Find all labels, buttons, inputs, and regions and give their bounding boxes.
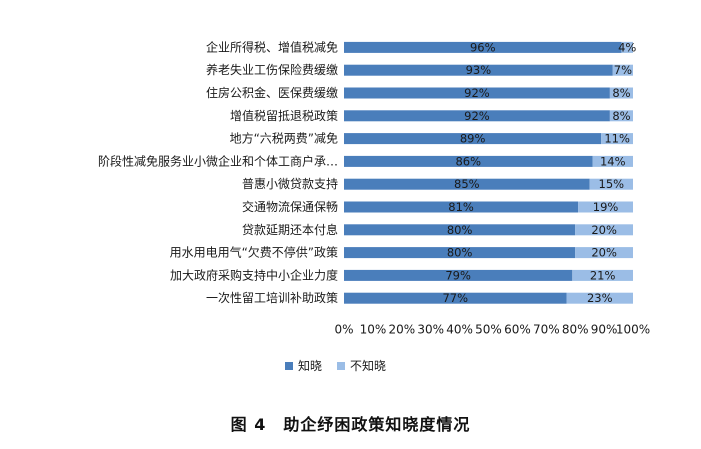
- x-tick-label: 60%: [504, 323, 531, 337]
- bar-unknown: [575, 247, 633, 259]
- x-tick-label: 10%: [360, 323, 387, 337]
- bar-unknown: [609, 87, 633, 99]
- data-label: 86%: [455, 154, 481, 168]
- data-label: 20%: [591, 246, 617, 260]
- legend-swatch: [337, 362, 345, 370]
- data-label: 92%: [464, 109, 490, 123]
- category-label: 增值税留抵退税政策: [230, 108, 338, 123]
- legend-swatch: [285, 362, 293, 370]
- data-label: 7%: [614, 63, 632, 77]
- bar-unknown: [612, 64, 633, 76]
- bar-known: [344, 41, 622, 53]
- bar-known: [344, 155, 593, 167]
- data-label: 20%: [591, 223, 617, 237]
- x-tick-label: 0%: [334, 323, 353, 337]
- category-label: 地方“六税两费”减免: [230, 131, 338, 146]
- bars: [344, 41, 633, 304]
- data-label: 11%: [604, 132, 630, 146]
- bar-unknown: [575, 224, 633, 236]
- figure-caption: 图 4 助企纾困政策知晓度情况: [230, 415, 471, 434]
- category-label: 一次性留工培训补助政策: [206, 290, 338, 305]
- data-label: 80%: [447, 246, 473, 260]
- legend-label: 不知晓: [350, 359, 386, 373]
- data-label: 79%: [445, 268, 471, 282]
- bar-unknown: [566, 292, 633, 304]
- bar-unknown: [601, 133, 633, 145]
- data-label: 8%: [612, 86, 630, 100]
- bar-known: [344, 64, 613, 76]
- bar-known: [344, 133, 602, 145]
- data-label: 77%: [442, 291, 468, 305]
- bar-unknown: [578, 201, 633, 213]
- x-tick-label: 70%: [533, 323, 560, 337]
- x-tick-label: 100%: [616, 323, 650, 337]
- category-label: 加大政府采购支持中小企业力度: [170, 267, 338, 282]
- data-label: 81%: [448, 200, 474, 214]
- x-tick-label: 80%: [562, 323, 589, 337]
- category-label: 企业所得税、增值税减免: [206, 39, 338, 54]
- bar-known: [344, 247, 576, 259]
- data-label: 89%: [460, 132, 486, 146]
- category-label: 阶段性减免服务业小微企业和个体工商户承…: [98, 153, 338, 168]
- x-tick-label: 50%: [475, 323, 502, 337]
- data-label: 21%: [590, 268, 616, 282]
- bar-unknown: [609, 110, 633, 122]
- legend: 知晓 不知晓: [285, 359, 386, 373]
- x-tick-label: 90%: [591, 323, 618, 337]
- bar-unknown: [572, 269, 633, 281]
- data-label: 92%: [464, 86, 490, 100]
- x-tick-label: 30%: [417, 323, 444, 337]
- bar-unknown: [592, 155, 633, 167]
- x-tick-label: 40%: [446, 323, 473, 337]
- category-label: 交通物流保通保畅: [242, 199, 338, 214]
- data-label: 14%: [600, 154, 626, 168]
- data-label: 85%: [454, 177, 480, 191]
- bar-known: [344, 269, 573, 281]
- bar-unknown: [621, 41, 633, 53]
- category-label: 住房公积金、医保费缓缴: [206, 85, 338, 100]
- x-axis-ticks: 0% 10% 20% 30% 40% 50% 60% 70% 80% 90%100%: [334, 323, 650, 337]
- bar-known: [344, 224, 576, 236]
- data-label: 15%: [599, 177, 625, 191]
- category-label: 养老失业工伤保险费缓缴: [206, 62, 338, 77]
- bar-known: [344, 201, 579, 213]
- data-label: 8%: [612, 109, 630, 123]
- category-label: 普惠小微贷款支持: [242, 176, 338, 191]
- category-label: 用水用电用气“欠费不停供”政策: [170, 245, 338, 260]
- data-labels: 96% 4% 93% 7% 92% 8% 92% 8% 89% 11% 86% 14% 85% 15% 81…: [442, 40, 636, 305]
- data-label: 80%: [447, 223, 473, 237]
- data-label: 23%: [587, 291, 613, 305]
- category-labels: 企业所得税、增值税减免养老失业工伤保险费缓缴住房公积金、医保费缓缴增值税留抵退税…: [98, 39, 338, 305]
- data-label: 96%: [470, 40, 496, 54]
- legend-label: 知晓: [298, 359, 322, 373]
- bar-known: [344, 110, 610, 122]
- data-label: 4%: [618, 40, 636, 54]
- bar-known: [344, 178, 590, 190]
- data-label: 93%: [466, 63, 492, 77]
- bar-unknown: [589, 178, 633, 190]
- bar-known: [344, 87, 610, 99]
- bar-known: [344, 292, 567, 304]
- data-label: 19%: [593, 200, 619, 214]
- x-tick-label: 20%: [388, 323, 415, 337]
- category-label: 贷款延期还本付息: [242, 222, 338, 237]
